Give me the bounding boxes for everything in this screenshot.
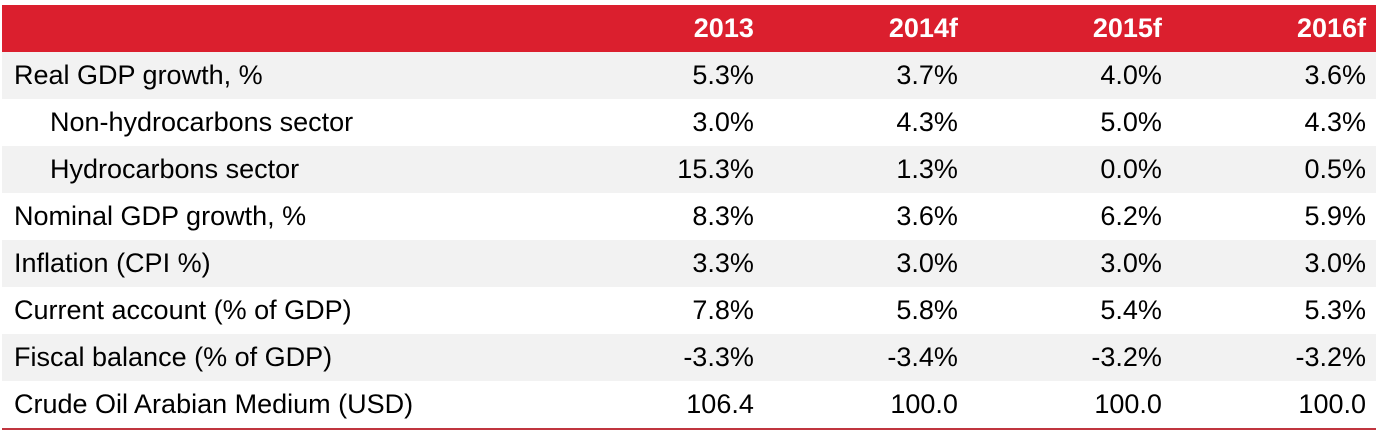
row-label: Hydrocarbons sector bbox=[50, 154, 300, 184]
table-cell: 4.3% bbox=[896, 107, 958, 137]
table-row: Real GDP growth, % 5.3% 3.7% 4.0% 3.6% bbox=[2, 52, 1376, 99]
table-cell: 3.0% bbox=[896, 248, 958, 278]
header-2013: 2013 bbox=[693, 13, 754, 43]
header-2014f: 2014f bbox=[888, 13, 958, 43]
table-cell: 8.3% bbox=[692, 201, 754, 231]
table-cell: 3.0% bbox=[1100, 248, 1162, 278]
table-row: Current account (% of GDP) 7.8% 5.8% 5.4% 5.… bbox=[2, 287, 1376, 334]
table-row: Inflation (CPI %) 3.3% 3.0% 3.0% 3.0% bbox=[2, 240, 1376, 287]
row-label: Crude Oil Arabian Medium (USD) bbox=[2, 381, 560, 430]
table-cell: 5.8% bbox=[896, 295, 958, 325]
table-row: Nominal GDP growth, % 8.3% 3.6% 6.2% 5.9% bbox=[2, 193, 1376, 240]
table-row: Crude Oil Arabian Medium (USD) 106.4 100.0… bbox=[2, 381, 1376, 430]
table-cell: 3.6% bbox=[1304, 60, 1366, 90]
table-cell: 1.3% bbox=[896, 154, 958, 184]
table-cell: -3.3% bbox=[683, 342, 754, 372]
table-cell: 0.0% bbox=[1100, 154, 1162, 184]
row-label: Non-hydrocarbons sector bbox=[50, 107, 354, 137]
table-cell: 100.0 bbox=[967, 381, 1172, 430]
table-cell: 3.0% bbox=[692, 107, 754, 137]
table-cell: -3.2% bbox=[1091, 342, 1162, 372]
table-cell: 7.8% bbox=[692, 295, 754, 325]
table-cell: 6.2% bbox=[1100, 201, 1162, 231]
row-label: Nominal GDP growth, % bbox=[14, 201, 307, 231]
header-2015f: 2015f bbox=[1092, 13, 1162, 43]
table-row: Non-hydrocarbons sector 3.0% 4.3% 5.0% 4.3% bbox=[2, 99, 1376, 146]
header-label bbox=[2, 5, 560, 52]
table-cell: -3.2% bbox=[1295, 342, 1366, 372]
table-cell: 3.3% bbox=[692, 248, 754, 278]
table-row: Hydrocarbons sector 15.3% 1.3% 0.0% 0.5% bbox=[2, 146, 1376, 193]
table-cell: 5.3% bbox=[692, 60, 754, 90]
table-cell: 100.0 bbox=[1171, 381, 1376, 430]
header-row: 2013 2014f 2015f 2016f bbox=[2, 5, 1376, 52]
table-row: Fiscal balance (% of GDP) -3.3% -3.4% -3.2%… bbox=[2, 334, 1376, 381]
table-cell: 3.0% bbox=[1304, 248, 1366, 278]
row-label: Real GDP growth, % bbox=[14, 60, 263, 90]
row-label: Inflation (CPI %) bbox=[14, 248, 211, 278]
table-cell: 3.7% bbox=[896, 60, 958, 90]
table-cell: 4.0% bbox=[1100, 60, 1162, 90]
table-cell: 0.5% bbox=[1304, 154, 1366, 184]
table-cell: 100.0 bbox=[763, 381, 968, 430]
table-cell: 15.3% bbox=[677, 154, 754, 184]
header-2016f: 2016f bbox=[1296, 13, 1366, 43]
row-label: Current account (% of GDP) bbox=[14, 295, 352, 325]
row-label: Fiscal balance (% of GDP) bbox=[14, 342, 333, 372]
table-cell: -3.4% bbox=[887, 342, 958, 372]
forecast-table: 2013 2014f 2015f 2016f Real GDP growth, … bbox=[2, 5, 1376, 430]
table-cell: 3.6% bbox=[896, 201, 958, 231]
table-cell: 5.3% bbox=[1304, 295, 1366, 325]
table-cell: 5.9% bbox=[1304, 201, 1366, 231]
table-cell: 4.3% bbox=[1304, 107, 1366, 137]
table-cell: 5.4% bbox=[1100, 295, 1162, 325]
table-cell: 5.0% bbox=[1100, 107, 1162, 137]
table-cell: 106.4 bbox=[559, 381, 764, 430]
